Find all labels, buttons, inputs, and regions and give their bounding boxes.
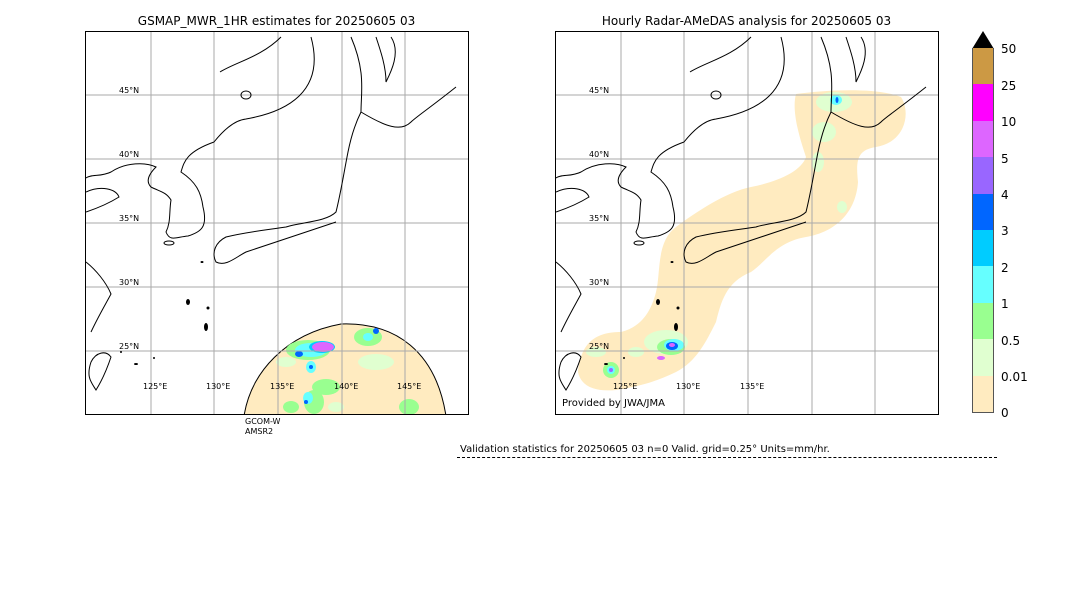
right-lat-label-25: 25°N — [589, 342, 610, 351]
colorbar-tick-1: 1 — [1001, 297, 1009, 311]
right-lon-label-130: 130°E — [676, 382, 701, 391]
colorbar-tick-3: 3 — [1001, 224, 1009, 238]
right-map-title: Hourly Radar-AMeDAS analysis for 2025060… — [601, 14, 892, 28]
coastlines — [556, 36, 927, 391]
right-lat-label-40: 40°N — [589, 150, 610, 159]
colorbar-seg-1 — [973, 339, 993, 376]
rain-cells — [276, 328, 419, 414]
validation-divider — [457, 457, 997, 458]
colorbar-tick-25: 25 — [1001, 79, 1017, 93]
colorbar-tick-50: 50 — [1001, 42, 1017, 56]
graticule — [556, 32, 938, 414]
left-lon-label-130: 130°E — [206, 382, 231, 391]
graticule — [86, 32, 468, 414]
colorbar-tick-0-5: 0.5 — [1001, 334, 1021, 348]
right-lon-label-135: 135°E — [740, 382, 765, 391]
right-lon-label-125: 125°E — [613, 382, 638, 391]
colorbar-seg-0 — [973, 375, 993, 412]
validation-statistics: Validation statistics for 20250605 03 n=… — [460, 444, 830, 455]
colorbar-seg-8 — [973, 84, 993, 121]
right-lat-label-30: 30°N — [589, 278, 610, 287]
left-lat-label-45: 45°N — [119, 86, 140, 95]
satellite-name: GCOM-W — [245, 417, 281, 426]
left-lon-label-145: 145°E — [397, 382, 422, 391]
colorbar-seg-3 — [973, 266, 993, 303]
colorbar-tick-2: 2 — [1001, 261, 1009, 275]
left-lat-label-35: 35°N — [119, 214, 140, 223]
left-lon-label-125: 125°E — [143, 382, 168, 391]
colorbar-tick-0-01: 0.01 — [1001, 370, 1028, 384]
colorbar-tick-10: 10 — [1001, 115, 1017, 129]
colorbar-tick-4: 4 — [1001, 188, 1009, 202]
colorbar-seg-7 — [973, 120, 993, 158]
islands — [604, 261, 680, 365]
colorbar-seg-6 — [973, 157, 993, 194]
left-lat-label-40: 40°N — [119, 150, 140, 159]
colorbar — [972, 48, 994, 413]
left-lat-label-30: 30°N — [119, 278, 140, 287]
left-lon-label-140: 140°E — [334, 382, 359, 391]
left-map-title: GSMAP_MWR_1HR estimates for 20250605 03 — [137, 14, 416, 28]
left-lat-label-25: 25°N — [119, 342, 140, 351]
left-lon-label-135: 135°E — [270, 382, 295, 391]
left-map-panel: 45°N 40°N 35°N 30°N 25°N 125°E 130°E 135… — [85, 31, 469, 415]
colorbar-tick-5: 5 — [1001, 152, 1009, 166]
radar-rain-cells — [586, 92, 852, 378]
left-map-svg — [86, 32, 468, 414]
right-lat-label-35: 35°N — [589, 214, 610, 223]
colorbar-seg-9 — [973, 48, 993, 85]
data-credit: Provided by JWA/JMA — [562, 398, 665, 409]
colorbar-seg-4 — [973, 230, 993, 267]
right-map-svg — [556, 32, 938, 414]
colorbar-seg-2 — [973, 302, 993, 340]
colorbar-extend-arrow-icon — [972, 31, 994, 49]
right-map-panel: 45°N 40°N 35°N 30°N 25°N 125°E 130°E 135… — [555, 31, 939, 415]
satellite-label: GCOM-W AMSR2 — [245, 417, 280, 437]
colorbar-seg-5 — [973, 193, 993, 230]
right-lat-label-45: 45°N — [589, 86, 610, 95]
islands — [120, 261, 210, 365]
colorbar-tick-0: 0 — [1001, 406, 1009, 420]
sensor-name: AMSR2 — [245, 427, 274, 436]
coastlines — [86, 36, 457, 391]
